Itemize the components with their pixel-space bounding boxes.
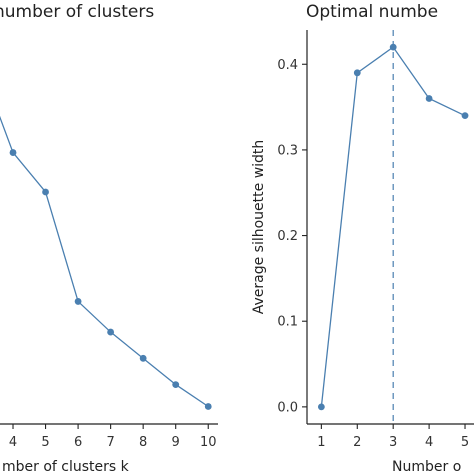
right-x-tick-label: 3: [389, 435, 397, 450]
right-y-tick-label: 0.4: [277, 58, 298, 73]
left-chart-title: number of clusters: [0, 2, 154, 22]
right-chart-title: Optimal numbe: [306, 2, 438, 22]
left-x-ticks: 4 5 6 7 8 9 10: [9, 424, 217, 450]
right-chart: Optimal numbe 1 2 3 4 5 0.0 0.1 0.2 0.3 0.4 Aver…: [251, 2, 474, 474]
left-x-tick-label: 7: [106, 435, 114, 450]
left-data-point: [42, 188, 49, 196]
left-series: [0, 115, 212, 410]
left-x-tick-label: 5: [41, 435, 49, 450]
left-data-point: [74, 298, 82, 305]
right-y-tick-label: 0.1: [277, 315, 298, 330]
left-x-tick-label: 10: [200, 435, 217, 450]
right-data-point: [425, 95, 433, 102]
left-x-tick-label: 9: [172, 435, 180, 450]
left-x-tick-label: 6: [74, 435, 82, 450]
right-series: [317, 43, 469, 411]
right-data-point: [461, 112, 469, 120]
right-x-tick-label: 4: [425, 435, 433, 450]
right-y-tick-label: 0.3: [277, 143, 298, 158]
right-y-ticks: 0.0 0.1 0.2 0.3 0.4: [277, 58, 307, 415]
left-x-tick-label: 8: [139, 435, 147, 450]
left-data-point: [204, 403, 212, 410]
right-data-point: [389, 43, 397, 51]
right-data-point: [317, 403, 325, 411]
right-x-tick-label: 1: [317, 435, 325, 450]
left-x-tick-label: 4: [9, 435, 17, 450]
left-data-point: [172, 381, 180, 388]
right-y-tick-label: 0.2: [277, 229, 298, 244]
right-x-ticks: 1 2 3 4 5: [317, 424, 469, 450]
left-chart: number of clusters 4 5 6 7 8 9 10 mber of clus…: [0, 2, 218, 474]
right-x-axis-label: Number o: [392, 459, 461, 474]
left-data-point: [9, 149, 17, 156]
right-x-tick-label: 2: [353, 435, 361, 450]
left-data-point: [139, 354, 147, 362]
right-data-point: [353, 69, 361, 77]
right-x-tick-label: 5: [461, 435, 469, 450]
right-y-axis-label: Average silhouette width: [251, 140, 267, 315]
left-x-axis-label: mber of clusters k: [2, 459, 130, 474]
left-data-point: [107, 328, 115, 336]
right-y-tick-label: 0.0: [277, 400, 298, 415]
left-series-line: [0, 115, 209, 408]
